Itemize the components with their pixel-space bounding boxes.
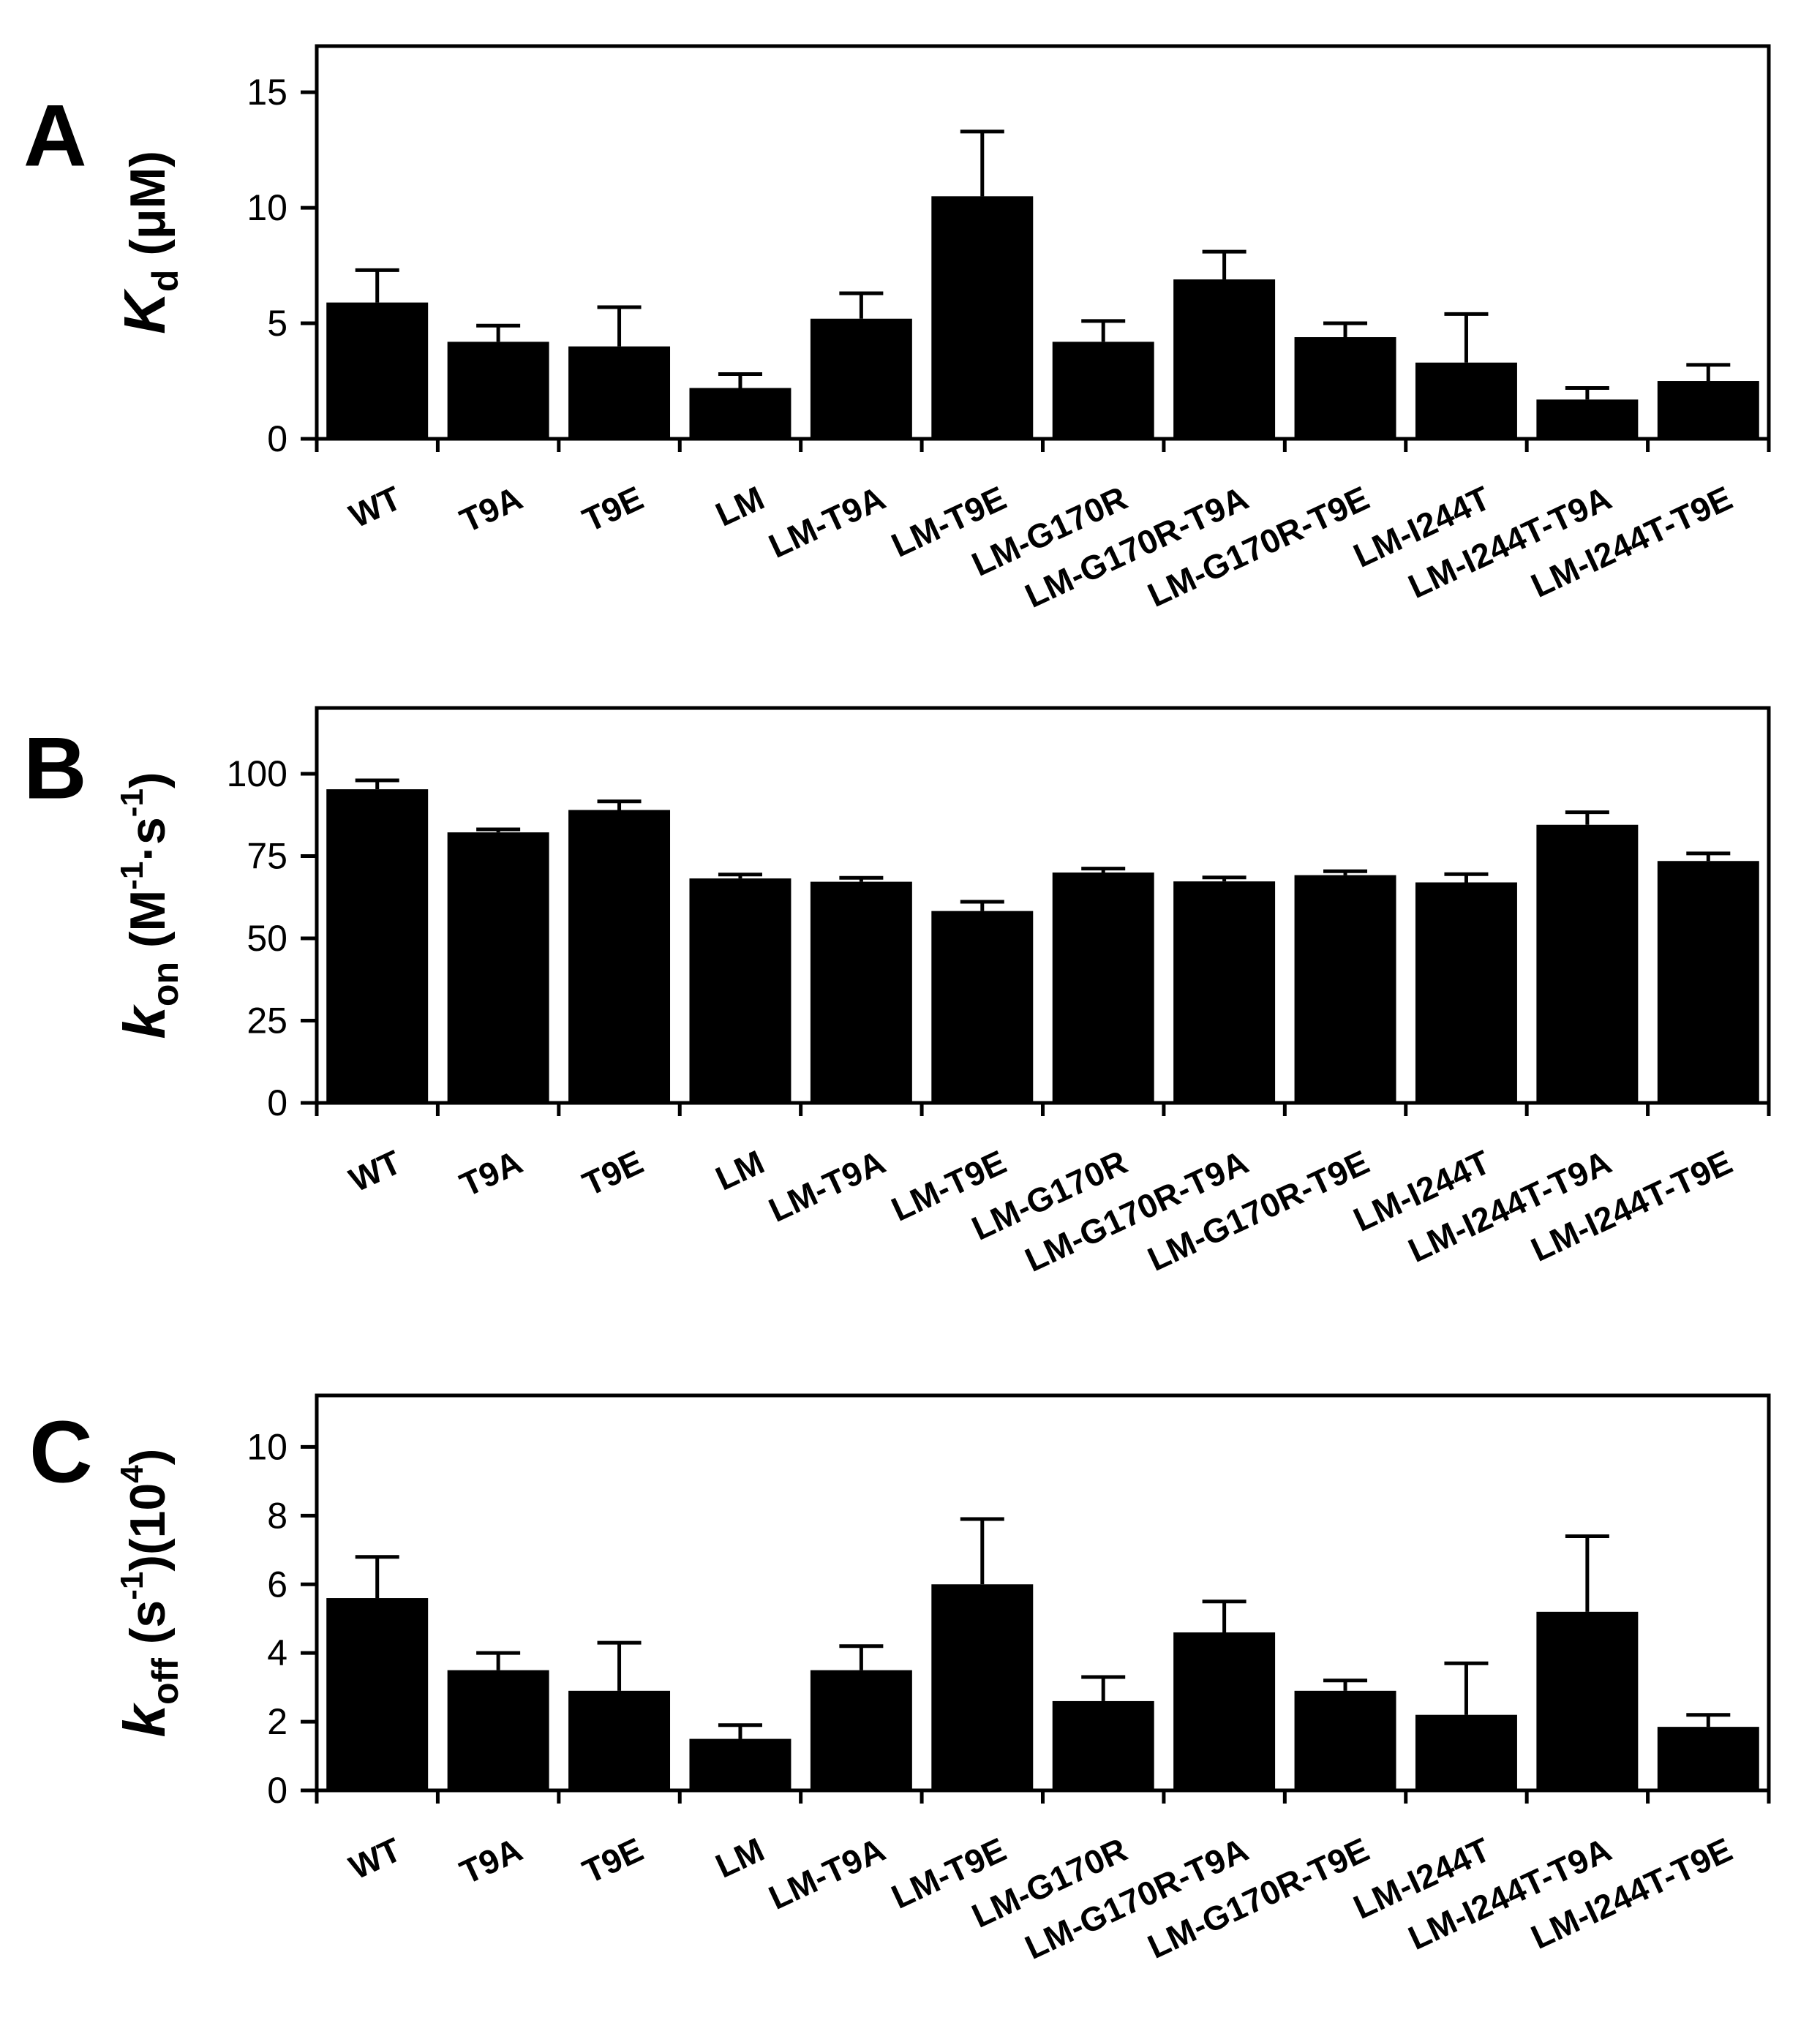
y-tick-label: 0 bbox=[267, 1082, 287, 1123]
y-tick-label: 50 bbox=[247, 918, 287, 959]
bar bbox=[1173, 1632, 1276, 1790]
bar bbox=[1657, 381, 1759, 439]
y-tick-label: 10 bbox=[247, 1426, 287, 1467]
bar bbox=[1657, 861, 1759, 1103]
bar bbox=[1415, 362, 1517, 439]
bar bbox=[689, 388, 791, 439]
panel-letter: A bbox=[23, 86, 87, 184]
panel-letter: B bbox=[23, 719, 87, 817]
bar bbox=[689, 878, 791, 1103]
bar bbox=[568, 1690, 671, 1790]
bar bbox=[326, 302, 429, 439]
y-tick-label: 100 bbox=[227, 753, 287, 794]
y-tick-label: 0 bbox=[267, 418, 287, 459]
bar bbox=[810, 318, 912, 439]
y-axis-label: koff (s-1)(104) bbox=[112, 1449, 186, 1738]
bar bbox=[1536, 1611, 1639, 1790]
bar bbox=[689, 1738, 791, 1790]
y-tick-label: 0 bbox=[267, 1770, 287, 1811]
bar bbox=[1415, 882, 1517, 1103]
bar bbox=[1173, 881, 1276, 1103]
bar bbox=[1052, 1700, 1154, 1790]
y-tick-label: 6 bbox=[267, 1564, 287, 1605]
y-tick-label: 5 bbox=[267, 303, 287, 344]
bar bbox=[1657, 1727, 1759, 1790]
bar bbox=[931, 1584, 1034, 1790]
bar bbox=[1294, 337, 1396, 439]
bar bbox=[1052, 342, 1154, 439]
bar bbox=[326, 789, 429, 1103]
bar bbox=[1294, 875, 1396, 1103]
bar bbox=[1536, 824, 1639, 1103]
bar bbox=[1052, 873, 1154, 1103]
y-tick-label: 2 bbox=[267, 1701, 287, 1742]
bar bbox=[931, 196, 1034, 439]
bar bbox=[447, 832, 549, 1103]
bar bbox=[1294, 1690, 1396, 1790]
y-axis-label: Kd (μM) bbox=[112, 151, 186, 334]
panel-letter: C bbox=[29, 1403, 93, 1501]
bar bbox=[810, 1670, 912, 1790]
y-tick-label: 15 bbox=[247, 72, 287, 113]
y-axis-label: kon (M-1·s-1) bbox=[112, 772, 186, 1039]
bar bbox=[810, 881, 912, 1103]
bar bbox=[568, 346, 671, 439]
y-tick-label: 8 bbox=[267, 1495, 287, 1536]
y-tick-label: 10 bbox=[247, 187, 287, 228]
y-tick-label: 75 bbox=[247, 836, 287, 877]
bar bbox=[931, 911, 1034, 1103]
bar bbox=[447, 342, 549, 439]
bar bbox=[1173, 279, 1276, 439]
bar bbox=[1536, 399, 1639, 439]
bar bbox=[1415, 1714, 1517, 1790]
bar bbox=[326, 1598, 429, 1790]
y-tick-label: 4 bbox=[267, 1632, 287, 1673]
bar bbox=[447, 1670, 549, 1790]
y-tick-label: 25 bbox=[247, 1001, 287, 1041]
bar bbox=[568, 810, 671, 1103]
